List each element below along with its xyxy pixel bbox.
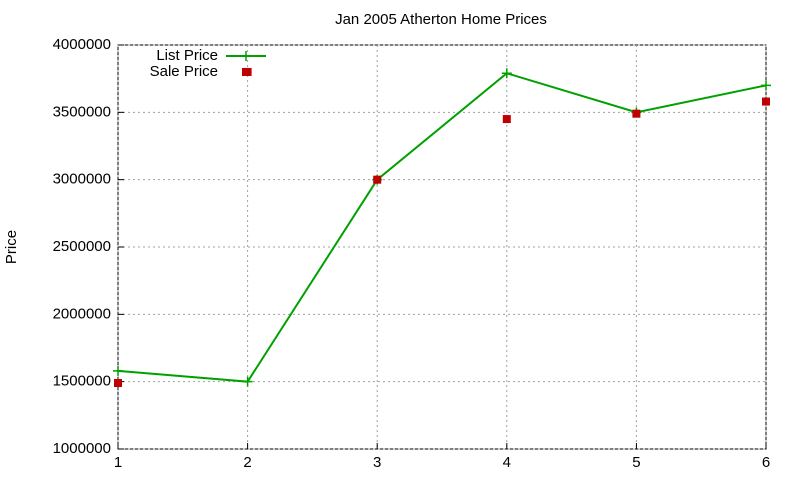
- y-tick-label: 1500000: [53, 373, 111, 390]
- chart-title: Jan 2005 Atherton Home Prices: [335, 11, 547, 28]
- y-tick-label: 2500000: [53, 238, 111, 255]
- y-tick-label: 2000000: [53, 305, 111, 322]
- x-tick-label: 5: [632, 454, 640, 471]
- y-tick-label: 3500000: [53, 103, 111, 120]
- y-tick-label: 4000000: [53, 36, 111, 53]
- x-tick-label: 2: [243, 454, 251, 471]
- legend-label: Sale Price: [150, 63, 218, 80]
- point: [762, 97, 770, 106]
- point: [501, 68, 512, 79]
- y-tick-label: 3000000: [53, 171, 111, 188]
- point: [242, 376, 253, 387]
- y-tick-label: 1000000: [53, 440, 111, 457]
- point: [373, 175, 382, 184]
- x-tick-label: 1: [114, 454, 122, 471]
- series-line: [117, 72, 767, 383]
- point: [761, 80, 771, 91]
- legend-marker: [242, 68, 250, 76]
- legend-label: List Price: [156, 47, 218, 64]
- x-tick-label: 3: [373, 454, 381, 471]
- point: [113, 365, 123, 376]
- legend-marker: [241, 51, 251, 61]
- point: [502, 115, 511, 124]
- point: [114, 379, 122, 388]
- x-tick-label: 4: [503, 454, 511, 471]
- y-axis-label: Price: [3, 230, 20, 264]
- x-tick-label: 6: [762, 454, 770, 471]
- point: [632, 109, 641, 118]
